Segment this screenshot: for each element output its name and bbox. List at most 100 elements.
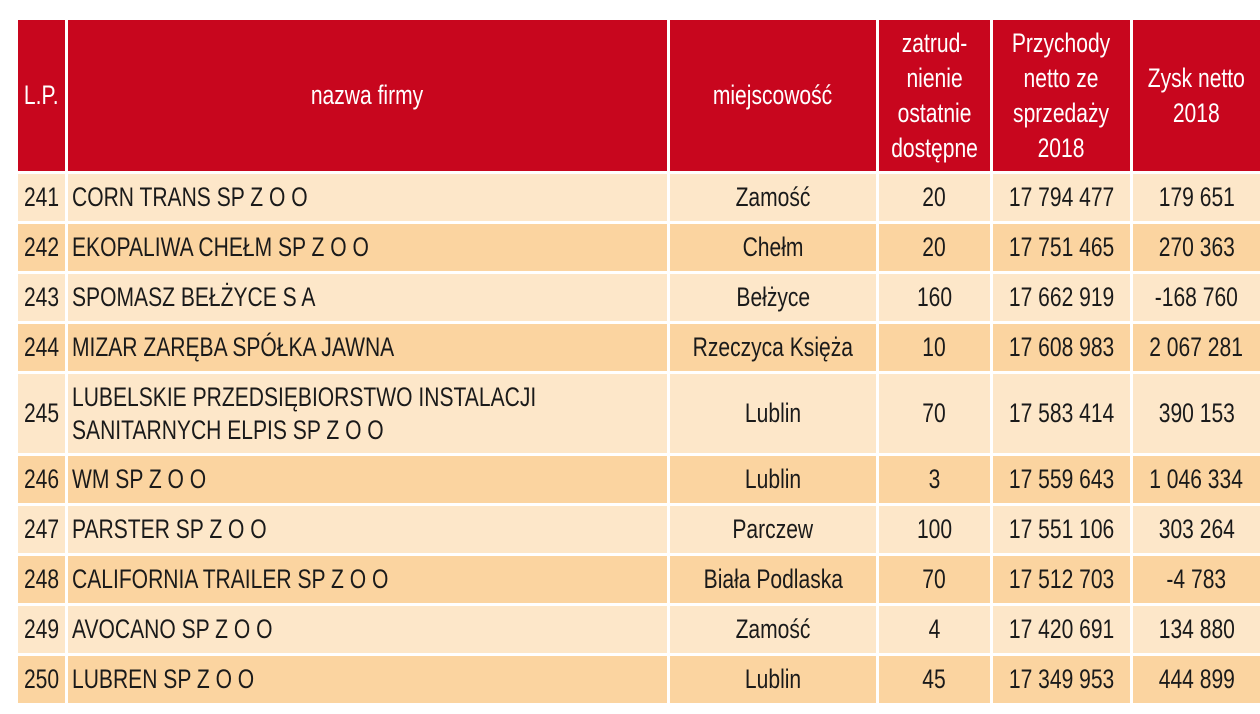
cell-revenue-text: 17 608 983 <box>1008 332 1115 362</box>
cell-profit-text: 444 899 <box>1158 664 1235 694</box>
cell-company-name-text: CALIFORNIA TRAILER SP Z O O <box>71 564 389 594</box>
cell-employment-text: 160 <box>916 282 952 312</box>
cell-lp: 248 <box>18 556 65 603</box>
cell-employment: 4 <box>878 606 990 653</box>
cell-company-name-text: LUBREN SP Z O O <box>71 664 255 694</box>
cell-profit-text: 303 264 <box>1158 514 1235 544</box>
cell-revenue-text: 17 551 106 <box>1008 514 1115 544</box>
cell-profit: 303 264 <box>1132 506 1260 553</box>
cell-lp-text: 250 <box>23 664 60 694</box>
table-row: 241 CORN TRANS SP Z O O Zamość 20 17 794 477… <box>18 174 1260 221</box>
cell-city-text: Rzeczyca Księża <box>692 332 854 362</box>
cell-revenue-text: 17 559 643 <box>1008 464 1115 494</box>
cell-company-name-text: SPOMASZ BEŁŻYCE S A <box>71 282 316 312</box>
cell-profit: 444 899 <box>1132 656 1260 703</box>
cell-employment: 45 <box>878 656 990 703</box>
cell-city: Parczew <box>670 506 876 553</box>
cell-city-text: Biała Podlaska <box>703 564 843 594</box>
header-lp: L.P. <box>18 20 65 171</box>
cell-lp: 243 <box>18 274 65 321</box>
cell-city: Chełm <box>670 224 876 271</box>
cell-revenue: 17 751 465 <box>992 224 1130 271</box>
cell-city-text: Parczew <box>732 514 814 544</box>
cell-employment-text: 70 <box>922 398 946 428</box>
cell-company-name: MIZAR ZARĘBA SPÓŁKA JAWNA <box>67 324 668 371</box>
cell-revenue: 17 794 477 <box>992 174 1130 221</box>
cell-lp-text: 242 <box>23 232 60 262</box>
cell-revenue: 17 551 106 <box>992 506 1130 553</box>
cell-city-text: Bełżyce <box>735 282 810 312</box>
cell-company-name-text: PARSTER SP Z O O <box>71 514 267 544</box>
cell-company-name: PARSTER SP Z O O <box>67 506 668 553</box>
cell-profit-text: 179 651 <box>1158 182 1235 212</box>
cell-lp-text: 248 <box>23 564 60 594</box>
cell-lp: 250 <box>18 656 65 703</box>
cell-revenue-text: 17 512 703 <box>1008 564 1115 594</box>
cell-employment: 20 <box>878 224 990 271</box>
cell-company-name: EKOPALIWA CHEŁM SP Z O O <box>67 224 668 271</box>
cell-employment-text: 20 <box>922 232 946 262</box>
cell-revenue-text: 17 583 414 <box>1008 398 1115 428</box>
cell-employment: 20 <box>878 174 990 221</box>
cell-profit: 179 651 <box>1132 174 1260 221</box>
cell-city-text: Lublin <box>744 398 801 428</box>
cell-revenue: 17 662 919 <box>992 274 1130 321</box>
cell-company-name-text: LUBELSKIE PRZEDSIĘBIORSTWO INSTALACJI <box>71 381 537 412</box>
cell-lp: 244 <box>18 324 65 371</box>
cell-lp: 246 <box>18 456 65 503</box>
cell-profit-text: 134 880 <box>1158 614 1235 644</box>
header-city: miejscowość <box>670 20 876 171</box>
cell-city: Zamość <box>670 606 876 653</box>
cell-revenue-text: 17 349 953 <box>1008 664 1115 694</box>
cell-revenue: 17 512 703 <box>992 556 1130 603</box>
cell-revenue: 17 420 691 <box>992 606 1130 653</box>
table-row: 247 PARSTER SP Z O O Parczew 100 17 551 106 3… <box>18 506 1260 553</box>
cell-company-name-text: WM SP Z O O <box>71 464 207 494</box>
table-row: 246 WM SP Z O O Lublin 3 17 559 643 1 046 334 <box>18 456 1260 503</box>
cell-profit-text: 270 363 <box>1158 232 1235 262</box>
cell-lp-text: 245 <box>23 398 60 428</box>
header-profit: Zysk netto 2018 <box>1132 20 1260 171</box>
cell-profit: -4 783 <box>1132 556 1260 603</box>
cell-city-text: Lublin <box>744 664 801 694</box>
cell-city-text: Chełm <box>742 232 804 262</box>
cell-lp: 241 <box>18 174 65 221</box>
cell-company-name: CALIFORNIA TRAILER SP Z O O <box>67 556 668 603</box>
cell-employment: 100 <box>878 506 990 553</box>
cell-revenue: 17 583 414 <box>992 374 1130 453</box>
table-row: 249 AVOCANO SP Z O O Zamość 4 17 420 691 134 … <box>18 606 1260 653</box>
cell-employment-text: 45 <box>922 664 946 694</box>
cell-profit-text: 390 153 <box>1158 398 1235 428</box>
cell-employment: 70 <box>878 556 990 603</box>
cell-profit-text: 2 067 281 <box>1149 332 1244 362</box>
cell-profit: 134 880 <box>1132 606 1260 653</box>
cell-city-text: Lublin <box>744 464 801 494</box>
table-row: 244 MIZAR ZARĘBA SPÓŁKA JAWNA Rzeczyca Ksi… <box>18 324 1260 371</box>
cell-profit: 1 046 334 <box>1132 456 1260 503</box>
cell-revenue: 17 349 953 <box>992 656 1130 703</box>
cell-profit: -168 760 <box>1132 274 1260 321</box>
table-row: 250 LUBREN SP Z O O Lublin 45 17 349 953 444 … <box>18 656 1260 703</box>
table-row: 243 SPOMASZ BEŁŻYCE S A Bełżyce 160 17 662 9… <box>18 274 1260 321</box>
cell-profit: 2 067 281 <box>1132 324 1260 371</box>
cell-employment: 160 <box>878 274 990 321</box>
cell-employment-text: 20 <box>922 182 946 212</box>
cell-lp-text: 247 <box>23 514 60 544</box>
table-row: 242 EKOPALIWA CHEŁM SP Z O O Chełm 20 17 751… <box>18 224 1260 271</box>
cell-revenue: 17 608 983 <box>992 324 1130 371</box>
header-employment: zatrud-nienie ostatnie dostępne <box>878 20 990 171</box>
cell-employment: 70 <box>878 374 990 453</box>
cell-employment: 10 <box>878 324 990 371</box>
cell-city-text: Zamość <box>735 182 811 212</box>
cell-lp: 242 <box>18 224 65 271</box>
cell-company-name-text: AVOCANO SP Z O O <box>71 614 273 644</box>
cell-company-name-text: CORN TRANS SP Z O O <box>71 182 308 212</box>
cell-revenue: 17 559 643 <box>992 456 1130 503</box>
cell-company-name-text: MIZAR ZARĘBA SPÓŁKA JAWNA <box>71 332 395 362</box>
cell-employment: 3 <box>878 456 990 503</box>
table-row: 248 CALIFORNIA TRAILER SP Z O O Biała Podl… <box>18 556 1260 603</box>
cell-employment-text: 10 <box>922 332 946 362</box>
cell-company-name: WM SP Z O O <box>67 456 668 503</box>
cell-lp-text: 241 <box>23 182 60 212</box>
cell-lp-text: 243 <box>23 282 60 312</box>
